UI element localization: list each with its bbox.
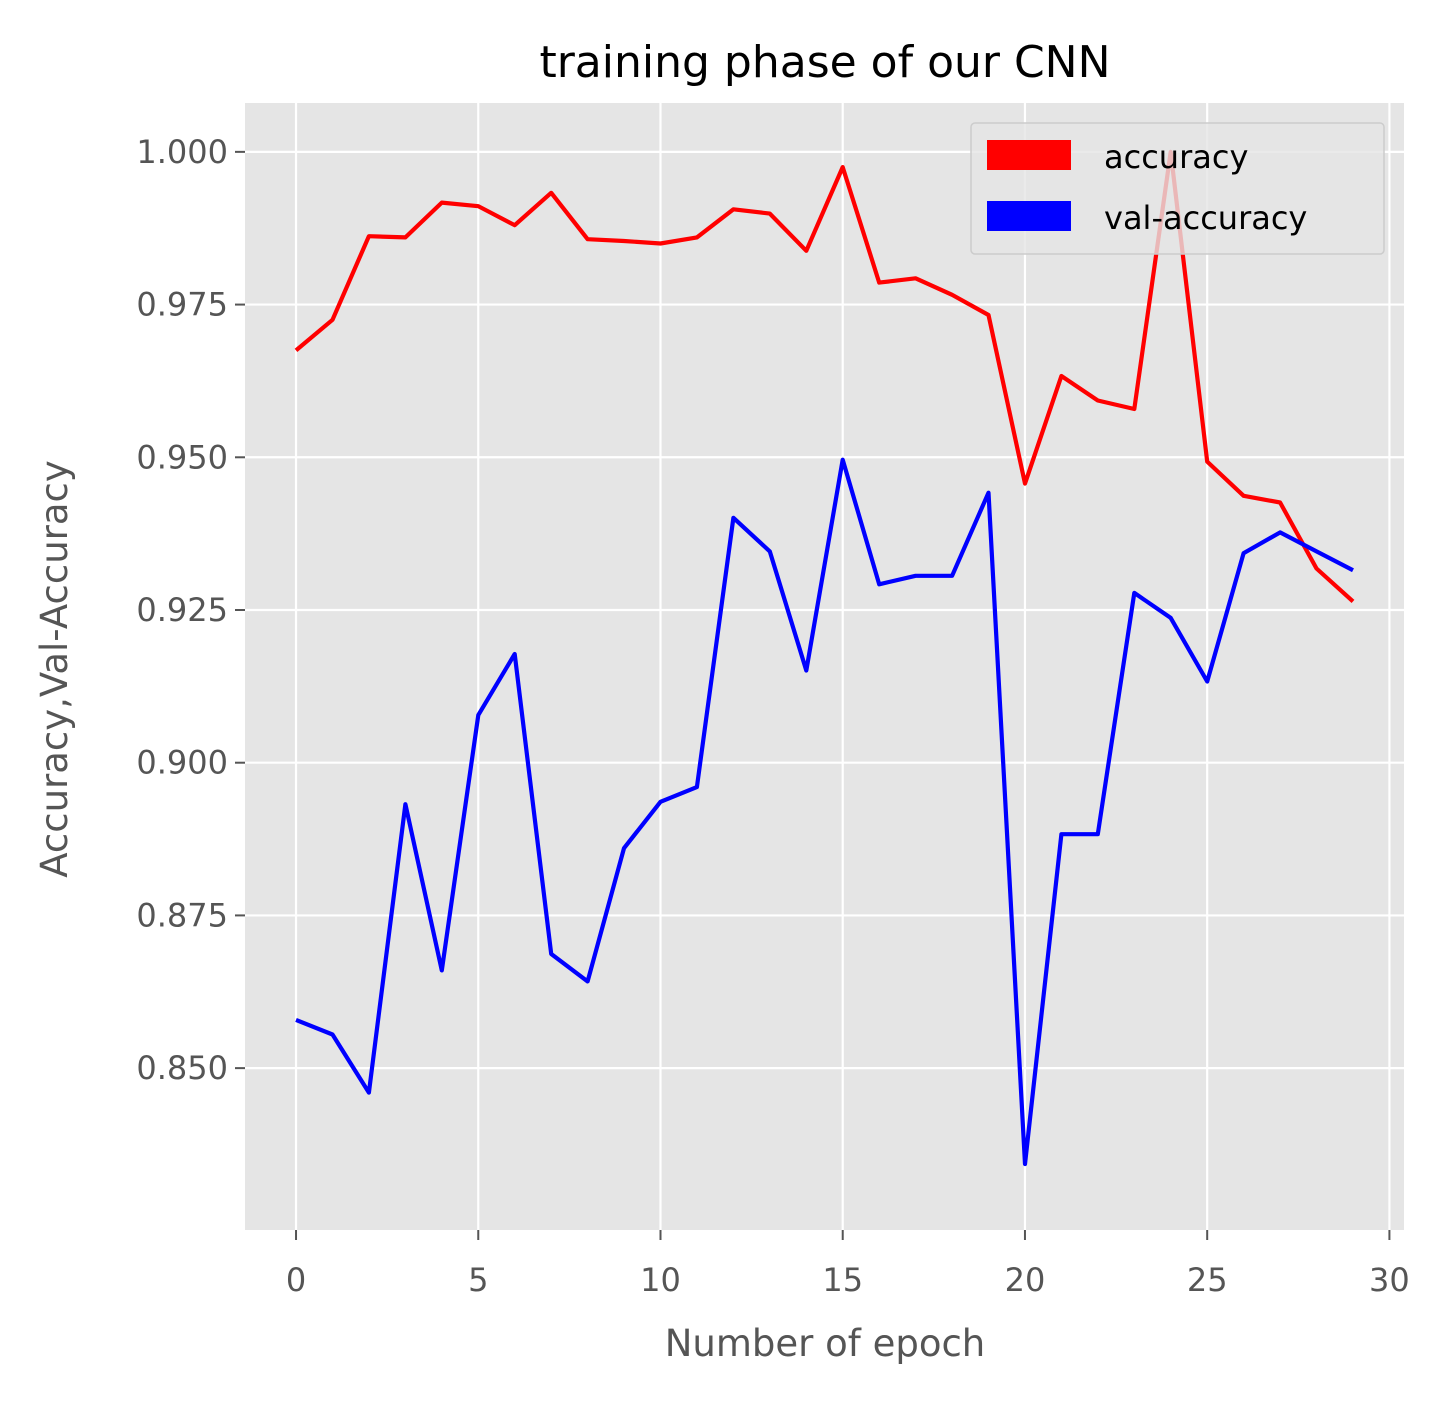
legend-label-accuracy: accuracy [1104, 138, 1248, 176]
y-tick-label: 0.900 [136, 744, 228, 782]
x-tick-label: 0 [286, 1261, 306, 1299]
legend: accuracy val-accuracy [970, 122, 1385, 255]
legend-swatch-val-accuracy [987, 201, 1071, 231]
series-line-val-accuracy [295, 457, 1354, 1167]
x-axis-ticks: 0 5 10 15 20 25 30 [286, 1230, 1410, 1299]
y-axis-label: Accuracy,Val-Accuracy [33, 460, 76, 878]
legend-swatch-accuracy [987, 140, 1071, 170]
x-axis-label: Number of epoch [665, 1322, 986, 1365]
chart-title: training phase of our CNN [539, 37, 1110, 88]
legend-label-val-accuracy: val-accuracy [1104, 199, 1307, 237]
y-axis-ticks: 0.850 0.875 0.900 0.925 0.950 0.975 1.000 [136, 133, 245, 1087]
y-tick-label: 0.950 [136, 438, 228, 476]
y-tick-label: 0.975 [136, 286, 228, 324]
x-tick-label: 5 [468, 1261, 488, 1299]
x-tick-label: 20 [1005, 1261, 1046, 1299]
legend-box [970, 122, 1385, 255]
y-tick-label: 0.875 [136, 896, 228, 934]
y-tick-label: 1.000 [136, 133, 228, 171]
plot-area [245, 103, 1404, 1230]
y-tick-label: 0.850 [136, 1049, 228, 1087]
x-tick-label: 30 [1369, 1261, 1410, 1299]
x-tick-label: 25 [1187, 1261, 1228, 1299]
y-tick-label: 0.925 [136, 591, 228, 629]
x-tick-label: 15 [822, 1261, 863, 1299]
x-tick-label: 10 [640, 1261, 681, 1299]
